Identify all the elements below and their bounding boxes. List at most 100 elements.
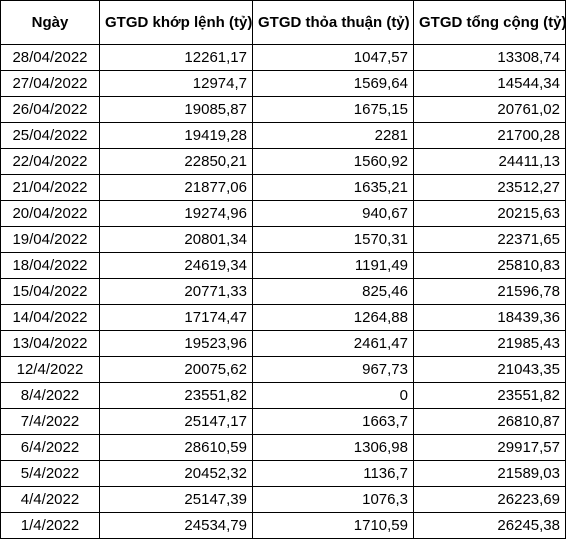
total-value-cell: 24411,13 [413, 148, 566, 175]
matched-value-cell: 25147,17 [99, 408, 253, 435]
negotiated-value-cell: 1569,64 [252, 70, 414, 97]
negotiated-value-cell: 2281 [252, 122, 414, 149]
matched-value-cell: 19085,87 [99, 96, 253, 123]
header-total-value: GTGD tổng cộng (tỷ) [413, 0, 566, 45]
negotiated-value-cell: 1047,57 [252, 44, 414, 71]
matched-value-cell: 22850,21 [99, 148, 253, 175]
total-value-cell: 26223,69 [413, 486, 566, 513]
table-row: 22/04/2022 22850,21 1560,92 24411,13 [0, 148, 566, 175]
matched-value-cell: 23551,82 [99, 382, 253, 409]
total-value-cell: 21043,35 [413, 356, 566, 383]
negotiated-value-cell: 825,46 [252, 278, 414, 305]
total-value-cell: 23512,27 [413, 174, 566, 201]
total-value-cell: 21596,78 [413, 278, 566, 305]
matched-value-cell: 12974,7 [99, 70, 253, 97]
total-value-cell: 14544,34 [413, 70, 566, 97]
table-row: 1/4/2022 24534,79 1710,59 26245,38 [0, 512, 566, 539]
date-cell: 6/4/2022 [0, 434, 100, 461]
matched-value-cell: 19523,96 [99, 330, 253, 357]
matched-value-cell: 12261,17 [99, 44, 253, 71]
table-row: 19/04/2022 20801,34 1570,31 22371,65 [0, 226, 566, 253]
total-value-cell: 20761,02 [413, 96, 566, 123]
table-row: 15/04/2022 20771,33 825,46 21596,78 [0, 278, 566, 305]
negotiated-value-cell: 0 [252, 382, 414, 409]
negotiated-value-cell: 1710,59 [252, 512, 414, 539]
negotiated-value-cell: 2461,47 [252, 330, 414, 357]
matched-value-cell: 20771,33 [99, 278, 253, 305]
total-value-cell: 21589,03 [413, 460, 566, 487]
table-row: 5/4/2022 20452,32 1136,7 21589,03 [0, 460, 566, 487]
negotiated-value-cell: 1191,49 [252, 252, 414, 279]
negotiated-value-cell: 940,67 [252, 200, 414, 227]
total-value-cell: 21985,43 [413, 330, 566, 357]
date-cell: 15/04/2022 [0, 278, 100, 305]
total-value-cell: 18439,36 [413, 304, 566, 331]
negotiated-value-cell: 1306,98 [252, 434, 414, 461]
total-value-cell: 23551,82 [413, 382, 566, 409]
date-cell: 20/04/2022 [0, 200, 100, 227]
table-row: 28/04/2022 12261,17 1047,57 13308,74 [0, 44, 566, 71]
table-row: 18/04/2022 24619,34 1191,49 25810,83 [0, 252, 566, 279]
table-row: 26/04/2022 19085,87 1675,15 20761,02 [0, 96, 566, 123]
date-cell: 12/4/2022 [0, 356, 100, 383]
date-cell: 28/04/2022 [0, 44, 100, 71]
table-row: 27/04/2022 12974,7 1569,64 14544,34 [0, 70, 566, 97]
date-cell: 26/04/2022 [0, 96, 100, 123]
total-value-cell: 25810,83 [413, 252, 566, 279]
total-value-cell: 21700,28 [413, 122, 566, 149]
matched-value-cell: 25147,39 [99, 486, 253, 513]
matched-value-cell: 20452,32 [99, 460, 253, 487]
table-row: 7/4/2022 25147,17 1663,7 26810,87 [0, 408, 566, 435]
negotiated-value-cell: 1663,7 [252, 408, 414, 435]
date-cell: 21/04/2022 [0, 174, 100, 201]
table-body: 28/04/2022 12261,17 1047,57 13308,74 27/04/2… [0, 44, 566, 539]
negotiated-value-cell: 1675,15 [252, 96, 414, 123]
matched-value-cell: 19419,28 [99, 122, 253, 149]
table-row: 6/4/2022 28610,59 1306,98 29917,57 [0, 434, 566, 461]
date-cell: 19/04/2022 [0, 226, 100, 253]
date-cell: 22/04/2022 [0, 148, 100, 175]
total-value-cell: 22371,65 [413, 226, 566, 253]
negotiated-value-cell: 1570,31 [252, 226, 414, 253]
total-value-cell: 13308,74 [413, 44, 566, 71]
header-negotiated-value: GTGD thỏa thuận (tỷ) [252, 0, 414, 45]
total-value-cell: 20215,63 [413, 200, 566, 227]
date-cell: 1/4/2022 [0, 512, 100, 539]
table-row: 12/4/2022 20075,62 967,73 21043,35 [0, 356, 566, 383]
negotiated-value-cell: 1264,88 [252, 304, 414, 331]
negotiated-value-cell: 1560,92 [252, 148, 414, 175]
matched-value-cell: 20075,62 [99, 356, 253, 383]
matched-value-cell: 24534,79 [99, 512, 253, 539]
table-row: 8/4/2022 23551,82 0 23551,82 [0, 382, 566, 409]
table-row: 13/04/2022 19523,96 2461,47 21985,43 [0, 330, 566, 357]
date-cell: 8/4/2022 [0, 382, 100, 409]
total-value-cell: 26810,87 [413, 408, 566, 435]
header-row: Ngày GTGD khớp lệnh (tỷ) GTGD thỏa thuận… [0, 0, 566, 45]
header-matched-value: GTGD khớp lệnh (tỷ) [99, 0, 253, 45]
table-row: 20/04/2022 19274,96 940,67 20215,63 [0, 200, 566, 227]
matched-value-cell: 20801,34 [99, 226, 253, 253]
total-value-cell: 29917,57 [413, 434, 566, 461]
negotiated-value-cell: 1635,21 [252, 174, 414, 201]
table-row: 4/4/2022 25147,39 1076,3 26223,69 [0, 486, 566, 513]
table-row: 21/04/2022 21877,06 1635,21 23512,27 [0, 174, 566, 201]
matched-value-cell: 19274,96 [99, 200, 253, 227]
negotiated-value-cell: 967,73 [252, 356, 414, 383]
matched-value-cell: 24619,34 [99, 252, 253, 279]
matched-value-cell: 17174,47 [99, 304, 253, 331]
date-cell: 4/4/2022 [0, 486, 100, 513]
header-date: Ngày [0, 0, 100, 45]
matched-value-cell: 21877,06 [99, 174, 253, 201]
date-cell: 18/04/2022 [0, 252, 100, 279]
date-cell: 25/04/2022 [0, 122, 100, 149]
negotiated-value-cell: 1076,3 [252, 486, 414, 513]
table-row: 14/04/2022 17174,47 1264,88 18439,36 [0, 304, 566, 331]
date-cell: 7/4/2022 [0, 408, 100, 435]
negotiated-value-cell: 1136,7 [252, 460, 414, 487]
date-cell: 13/04/2022 [0, 330, 100, 357]
date-cell: 5/4/2022 [0, 460, 100, 487]
total-value-cell: 26245,38 [413, 512, 566, 539]
matched-value-cell: 28610,59 [99, 434, 253, 461]
table-row: 25/04/2022 19419,28 2281 21700,28 [0, 122, 566, 149]
